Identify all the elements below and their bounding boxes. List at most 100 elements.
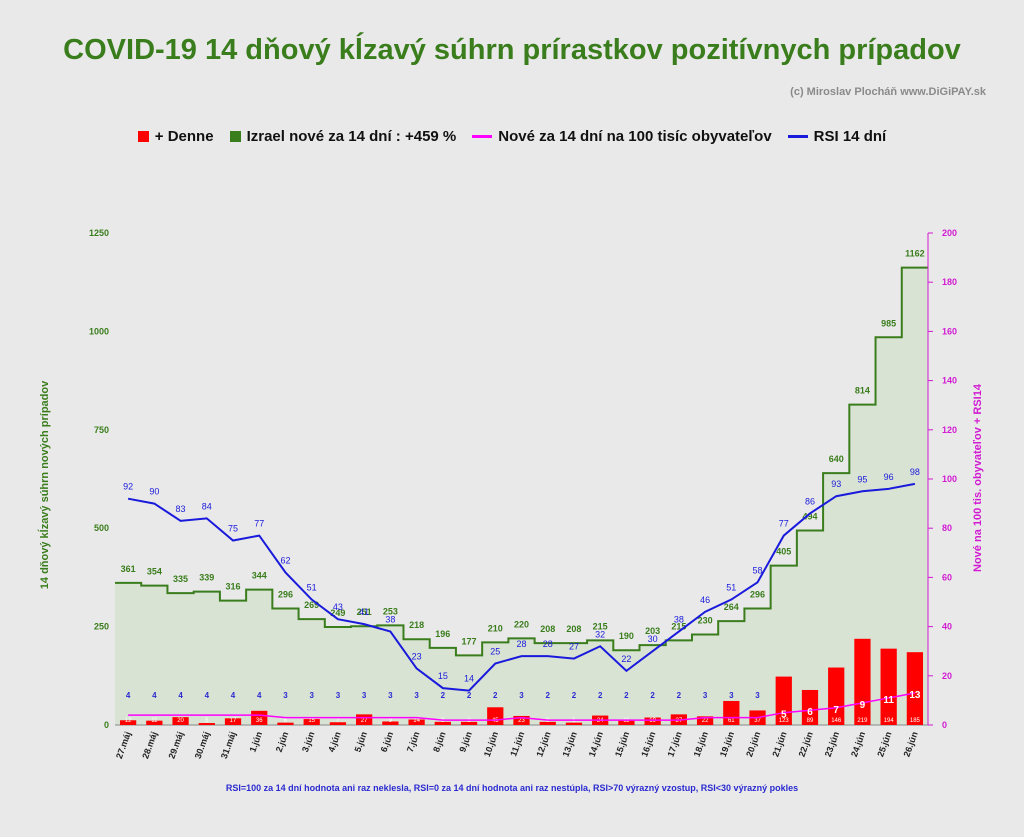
x-tick-label: 26.jún — [901, 730, 919, 758]
total14-label: 814 — [855, 386, 870, 396]
legend-swatch-rsi — [787, 135, 808, 138]
total14-label: 218 — [409, 620, 424, 630]
per100k-label: 3 — [309, 691, 314, 700]
bar-daily-label: 194 — [884, 718, 895, 724]
bar-daily-label: 27 — [361, 718, 368, 724]
bar-daily-label: 22 — [702, 718, 709, 724]
x-tick-label: 4.jún — [326, 730, 343, 753]
x-tick-label: 27.máj — [114, 730, 133, 760]
bar-daily — [618, 720, 635, 725]
bar-daily — [329, 722, 347, 725]
series-total14-area — [115, 267, 928, 725]
bar-daily-label: 185 — [910, 718, 921, 724]
total14-label: 494 — [802, 512, 817, 522]
rsi-label: 46 — [700, 595, 710, 605]
y-tick-label-left: 500 — [94, 523, 109, 533]
bar-daily — [696, 716, 714, 725]
total14-label: 296 — [750, 589, 765, 599]
rsi-label: 22 — [621, 654, 631, 664]
series-per100k-line — [128, 692, 916, 721]
total14-label: 316 — [226, 582, 241, 592]
total14-label: 251 — [357, 607, 372, 617]
bar-daily — [356, 714, 373, 725]
rsi-label: 86 — [805, 496, 815, 506]
per100k-label: 3 — [362, 691, 367, 700]
bar-daily — [172, 717, 189, 725]
bar-daily-label: 14 — [413, 718, 420, 724]
bar-daily-label: 15 — [308, 718, 315, 724]
legend-swatch-daily — [137, 131, 149, 142]
y-tick-label-left: 1250 — [89, 228, 109, 238]
per100k-label: 2 — [598, 691, 603, 700]
y-tick-label-left: 750 — [94, 425, 109, 435]
per100k-label: 4 — [257, 691, 262, 700]
rsi-label: 23 — [412, 651, 422, 661]
bar-daily-label: 146 — [831, 718, 842, 724]
y-tick-label-left: 1000 — [89, 326, 109, 336]
per100k-label: 3 — [388, 691, 393, 700]
total14-label: 296 — [278, 589, 293, 599]
per100k-label: 2 — [677, 691, 682, 700]
legend: + Denne Izrael nové za 14 dní : +459 % N… — [0, 128, 1024, 145]
rsi-label: 28 — [543, 639, 553, 649]
y-tick-label-right: 200 — [942, 228, 957, 238]
bar-daily-label: 19 — [649, 718, 656, 724]
bar-daily — [251, 710, 268, 725]
bar-daily-label: 89 — [807, 718, 814, 724]
x-tick-label: 9.jún — [457, 730, 474, 753]
legend-label-rsi: RSI 14 dní — [813, 128, 887, 145]
legend-label-total14: Izrael nové za 14 dní : +459 % — [246, 128, 457, 145]
bar-daily-label: 61 — [728, 718, 735, 724]
total14-label: 640 — [829, 454, 844, 464]
y-tick-label-right: 140 — [942, 376, 957, 386]
rsi-label: 92 — [123, 482, 133, 492]
bar-daily — [513, 715, 530, 725]
bar-daily-label: 219 — [857, 718, 868, 724]
rsi-label: 51 — [726, 583, 736, 593]
rsi-label: 41 — [359, 607, 369, 617]
x-tick-label: 23.jún — [823, 730, 841, 758]
x-tick-label: 30.máj — [193, 730, 212, 760]
bar-daily — [828, 667, 845, 725]
total14-label: 230 — [698, 615, 713, 625]
bar-daily — [460, 721, 478, 725]
total14-label: 405 — [776, 547, 791, 557]
per100k-label: 3 — [283, 691, 288, 700]
bar-daily-label: 6 — [284, 718, 288, 724]
total14-label: 335 — [173, 574, 188, 584]
rsi-label: 98 — [910, 467, 920, 477]
bar-daily-label: 6 — [572, 718, 576, 724]
total14-label: 210 — [488, 623, 503, 633]
bar-daily-label: 7 — [336, 718, 340, 724]
total14-label: 339 — [199, 573, 214, 583]
total14-label: 203 — [645, 626, 660, 636]
total14-label: 1162 — [905, 249, 925, 259]
per100k-label: 2 — [467, 691, 472, 700]
bar-daily — [303, 719, 320, 725]
legend-item-daily: + Denne — [137, 128, 214, 145]
x-tick-label: 29.máj — [166, 730, 185, 760]
total14-label: 196 — [435, 629, 450, 639]
rsi-label: 38 — [385, 615, 395, 625]
bar-daily — [277, 722, 294, 725]
rsi-label: 93 — [831, 479, 841, 489]
bar-daily-label: 45 — [492, 718, 499, 724]
total14-label: 220 — [514, 619, 529, 629]
rsi-label: 77 — [779, 519, 789, 529]
y-tick-label-right: 60 — [942, 572, 952, 582]
per100k-label: 2 — [650, 691, 655, 700]
bar-daily-label: 9 — [389, 718, 393, 724]
x-tick-label: 20.jún — [744, 730, 762, 758]
bar-daily — [565, 722, 583, 725]
bar-daily-label: 36 — [256, 718, 263, 724]
total14-label: 215 — [593, 621, 608, 631]
legend-label-per100k: Nové za 14 dní na 100 tisíc obyvateľov — [498, 128, 772, 145]
x-tick-label: 15.jún — [613, 730, 631, 758]
bar-daily — [198, 723, 215, 725]
bar-daily — [801, 689, 819, 725]
bar-daily-label: 11 — [151, 718, 158, 724]
total14-label: 249 — [330, 608, 345, 618]
rsi-label: 27 — [569, 642, 579, 652]
total14-label: 215 — [671, 621, 686, 631]
